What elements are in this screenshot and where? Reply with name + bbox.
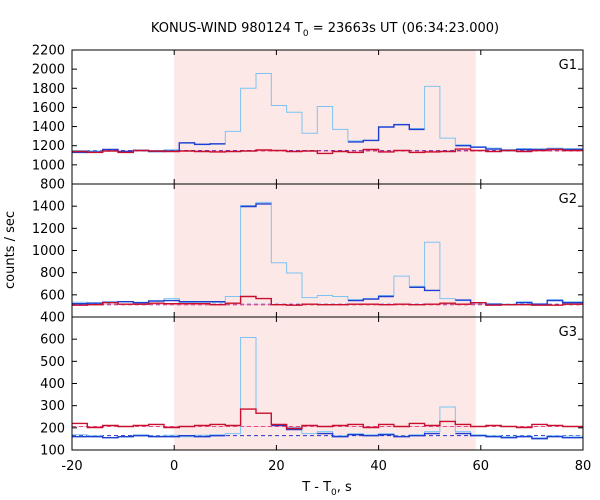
x-tick-label: -20 [61, 459, 82, 474]
x-axis-label-subscript: 0 [331, 488, 337, 498]
x-tick-label: 40 [370, 459, 387, 474]
chart-title-subscript: 0 [303, 29, 309, 39]
x-axis-label: T - T0, s [301, 480, 352, 498]
chart-title: KONUS-WIND 980124 T0 = 23663s UT (06:34:… [151, 21, 499, 39]
chart-title-main: KONUS-WIND 980124 T [151, 21, 303, 36]
y-tick-label: 800 [40, 178, 65, 193]
y-tick-label: 500 [40, 355, 65, 370]
series-blue-g2 [72, 203, 583, 306]
plot-area: 8001000120014001600180020002200G14006008… [32, 44, 591, 475]
panel-g2: 400 600 800 1000 1200 1400 G2 [32, 183, 584, 326]
shaded-interval [174, 50, 476, 184]
y-tick-label: 1800 [32, 82, 65, 97]
y-tick-label: 600 [40, 333, 65, 348]
series-red-g1 [72, 148, 583, 155]
x-tick-label: 60 [473, 459, 490, 474]
panel-g1: 800 1000 1200 1400 1600 1800 2000 2200 G1 [32, 44, 584, 193]
panel-series-group [72, 337, 583, 440]
y-tick-label: 1000 [32, 244, 65, 259]
chart-title-rest: = 23663s UT (06:34:23.000) [309, 21, 499, 36]
x-tick-label: 0 [170, 459, 178, 474]
x-axis-label-main: T - T [301, 480, 331, 495]
shaded-interval [174, 184, 476, 317]
panel-label: G3 [559, 325, 577, 340]
y-tick-label: 600 [40, 288, 65, 303]
y-tick-label: 200 [40, 421, 65, 436]
y-tick-label: 1200 [32, 139, 65, 154]
y-tick-label: 300 [40, 399, 65, 414]
panel-label: G2 [559, 192, 577, 207]
y-axis-label: counts / sec [3, 211, 18, 289]
x-axis-label-rest: , s [337, 480, 352, 495]
y-tick-label: 800 [40, 266, 65, 281]
y-tick-label: 1200 [32, 222, 65, 237]
x-tick-label: 80 [575, 459, 592, 474]
y-tick-label: 1400 [32, 200, 65, 215]
y-tick-label: 1600 [32, 101, 65, 116]
y-tick-label: 2200 [32, 44, 65, 59]
panel-series-group [72, 201, 583, 306]
y-tick-label: 1000 [32, 158, 65, 173]
y-tick-label: 100 [40, 444, 65, 459]
series-red-g3 [72, 408, 583, 430]
y-tick-label: 400 [40, 311, 65, 326]
shaded-interval [174, 317, 476, 450]
panel-g3: 100 200 300 400 500 600 G3 [40, 316, 584, 459]
panel-label: G1 [559, 58, 577, 73]
y-tick-label: 1400 [32, 120, 65, 135]
y-tick-label: 400 [40, 377, 65, 392]
panel-series-group [72, 73, 583, 155]
y-tick-label: 2000 [32, 63, 65, 78]
x-tick-label: 20 [268, 459, 285, 474]
series-red-g2 [72, 295, 583, 306]
